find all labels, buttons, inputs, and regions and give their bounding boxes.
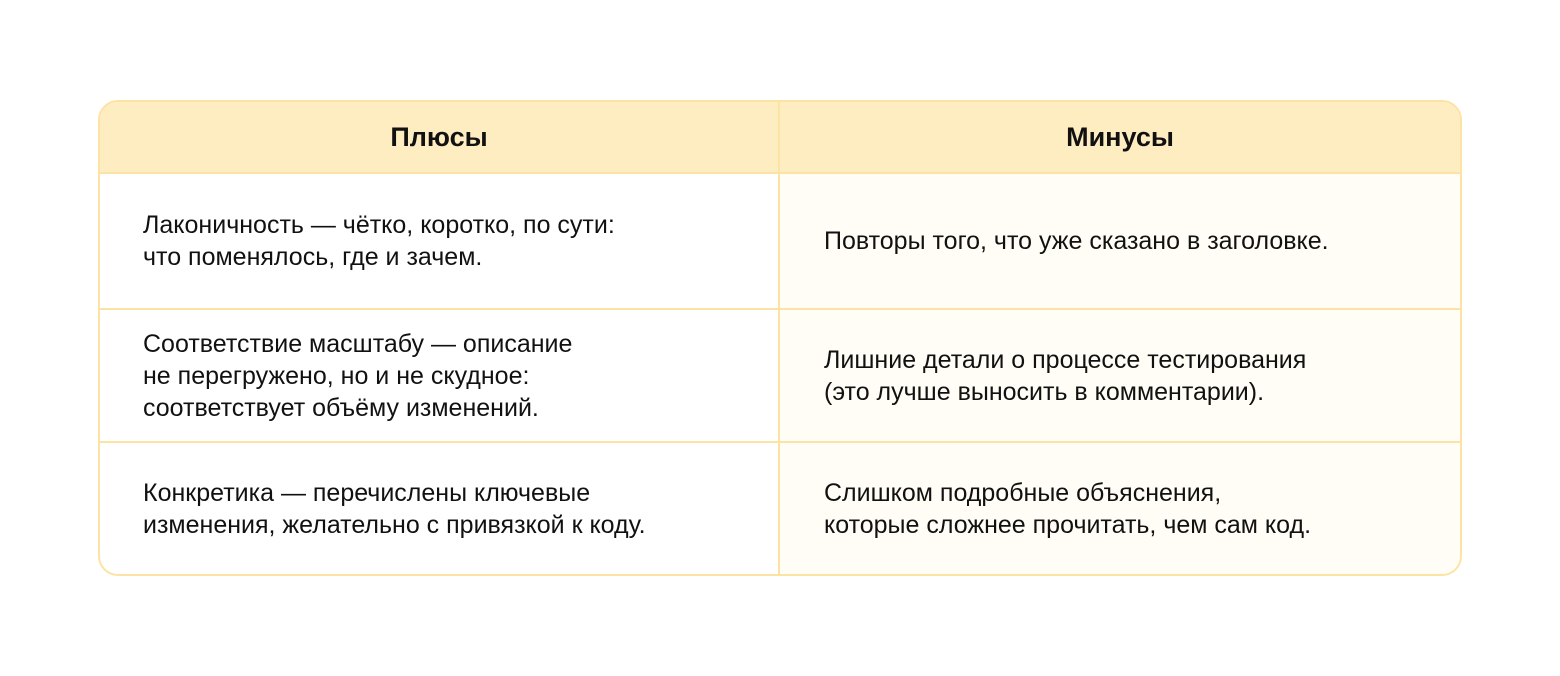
cons-cell: Повторы того, что уже сказано в заголовк… — [780, 174, 1460, 310]
cons-text: Слишком подробные объяснения, которые сл… — [824, 478, 1312, 539]
pros-text: Лаконичность — чётко, коротко, по сути: … — [143, 211, 615, 271]
pros-cons-table: Плюсы Минусы Лаконичность — чётко, корот… — [98, 100, 1462, 576]
header-cons: Минусы — [780, 102, 1460, 174]
pros-text: Соответствие масштабу — описание не пере… — [143, 329, 573, 422]
cons-cell: Лишние детали о процессе тестирования (э… — [780, 310, 1460, 443]
pros-cell: Лаконичность — чётко, коротко, по сути: … — [100, 174, 780, 310]
pros-cell: Соответствие масштабу — описание не пере… — [100, 310, 780, 443]
pros-cell: Конкретика — перечислены ключевые измене… — [100, 443, 780, 574]
pros-text: Конкретика — перечислены ключевые измене… — [143, 478, 646, 539]
header-pros: Плюсы — [100, 102, 780, 174]
cons-text: Лишние детали о процессе тестирования (э… — [824, 345, 1307, 406]
cons-text: Повторы того, что уже сказано в заголовк… — [824, 227, 1329, 255]
cons-cell: Слишком подробные объяснения, которые сл… — [780, 443, 1460, 574]
